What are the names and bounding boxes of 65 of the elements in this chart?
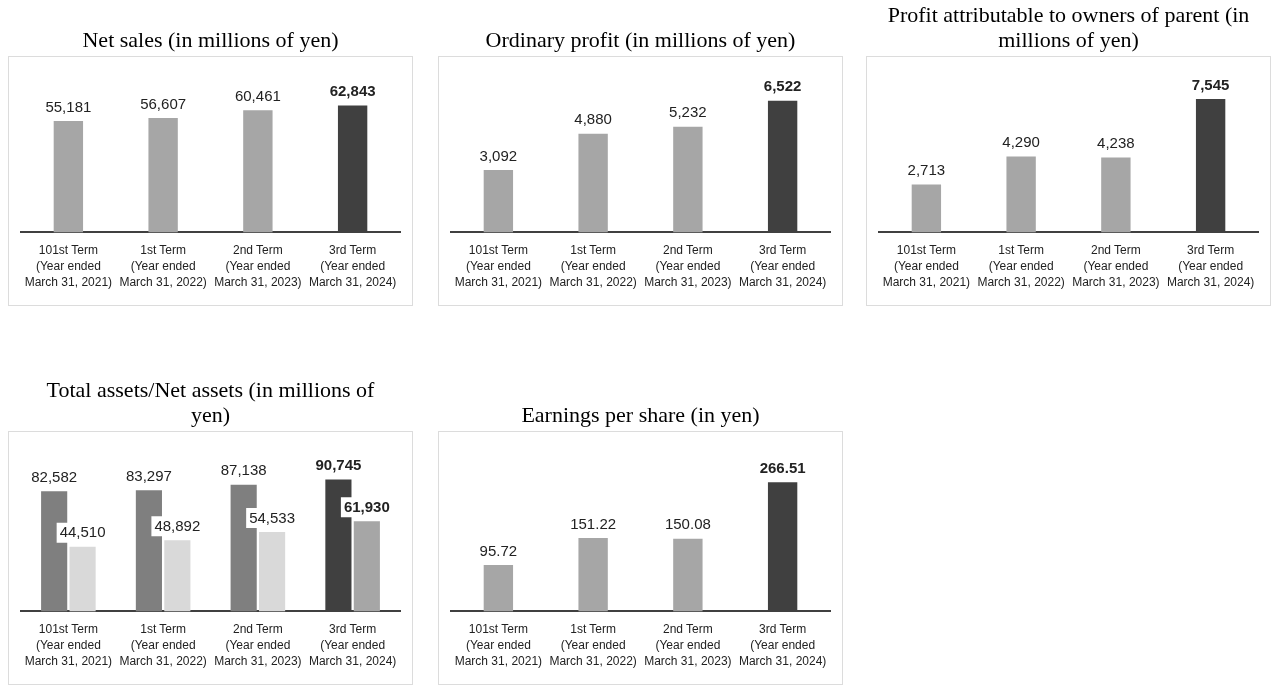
- chart-title: Ordinary profit (in millions of yen): [484, 26, 797, 52]
- bar: [673, 538, 703, 612]
- bar: [353, 521, 380, 612]
- bar: [53, 120, 84, 233]
- data-label: 44,510: [59, 523, 106, 541]
- x-tick-label: 1st Term (Year ended March 31, 2022): [119, 621, 207, 669]
- x-tick-label: 3rd Term (Year ended March 31, 2024): [308, 242, 397, 290]
- data-label: 151.22: [570, 514, 617, 532]
- x-tick-label: 101st Term (Year ended March 31, 2021): [24, 242, 113, 290]
- x-tick-label: 2nd Term (Year ended March 31, 2023): [1072, 242, 1160, 290]
- x-tick-label: 3rd Term (Year ended March 31, 2024): [738, 242, 827, 290]
- data-label: 266.51: [759, 458, 806, 476]
- data-label: 4,238: [1097, 134, 1135, 152]
- x-tick-label: 1st Term (Year ended March 31, 2022): [549, 242, 637, 290]
- data-label: 150.08: [664, 515, 711, 533]
- data-label: 61,930: [343, 497, 390, 515]
- x-tick-label: 2nd Term (Year ended March 31, 2023): [214, 621, 302, 669]
- data-label: 3,092: [479, 146, 518, 164]
- x-tick-label: 3rd Term (Year ended March 31, 2024): [738, 621, 827, 669]
- x-tick-label: 1st Term (Year ended March 31, 2022): [119, 242, 207, 290]
- bar: [673, 126, 703, 233]
- chart-title: Profit attributable to owners of parent (in millions of yen): [886, 1, 1251, 52]
- data-label: 5,232: [669, 103, 707, 121]
- x-tick-label: 101st Term (Year ended March 31, 2021): [454, 242, 543, 290]
- x-tick-label: 1st Term (Year ended March 31, 2022): [977, 242, 1065, 290]
- chart-title: Earnings per share (in yen): [520, 401, 761, 427]
- x-tick-label: 3rd Term (Year ended March 31, 2024): [308, 621, 397, 669]
- data-label: 6,522: [763, 77, 802, 95]
- x-tick-label: 2nd Term (Year ended March 31, 2023): [644, 621, 732, 669]
- bar: [1006, 156, 1036, 233]
- x-tick-label: 101st Term (Year ended March 31, 2021): [454, 621, 543, 669]
- data-label: 90,745: [315, 456, 362, 474]
- x-tick-label: 2nd Term (Year ended March 31, 2023): [644, 242, 732, 290]
- x-tick-label: 101st Term (Year ended March 31, 2021): [24, 621, 113, 669]
- data-label: 62,843: [329, 82, 376, 100]
- chart-title: Total assets/Net assets (in millions of yen): [45, 376, 376, 427]
- data-label: 95.72: [479, 541, 518, 559]
- data-label: 4,880: [574, 110, 612, 128]
- x-tick-label: 3rd Term (Year ended March 31, 2024): [1166, 242, 1255, 290]
- x-tick-label: 2nd Term (Year ended March 31, 2023): [214, 242, 302, 290]
- data-label: 55,181: [45, 97, 92, 115]
- bar: [483, 565, 514, 612]
- data-label: 54,533: [249, 508, 296, 526]
- data-label: 56,607: [140, 94, 187, 112]
- data-label: 4,290: [1002, 133, 1040, 151]
- bar: [148, 118, 178, 233]
- bar: [483, 169, 514, 233]
- data-label: 60,461: [234, 86, 281, 104]
- bar: [911, 184, 942, 233]
- chart-title: Net sales (in millions of yen): [81, 26, 340, 52]
- bar: [164, 540, 191, 612]
- bar: [243, 110, 273, 233]
- data-label: 83,297: [125, 466, 172, 484]
- bar: [578, 133, 608, 233]
- data-label: 7,545: [1191, 75, 1230, 93]
- bar: [1101, 157, 1131, 233]
- bar: [259, 532, 286, 612]
- data-label: 48,892: [154, 516, 201, 534]
- bar: [69, 546, 96, 612]
- x-tick-label: 1st Term (Year ended March 31, 2022): [549, 621, 637, 669]
- x-tick-label: 101st Term (Year ended March 31, 2021): [882, 242, 971, 290]
- data-label: 2,713: [907, 161, 946, 179]
- data-label: 87,138: [220, 461, 267, 479]
- bar: [578, 538, 608, 612]
- data-label: 82,582: [31, 467, 78, 485]
